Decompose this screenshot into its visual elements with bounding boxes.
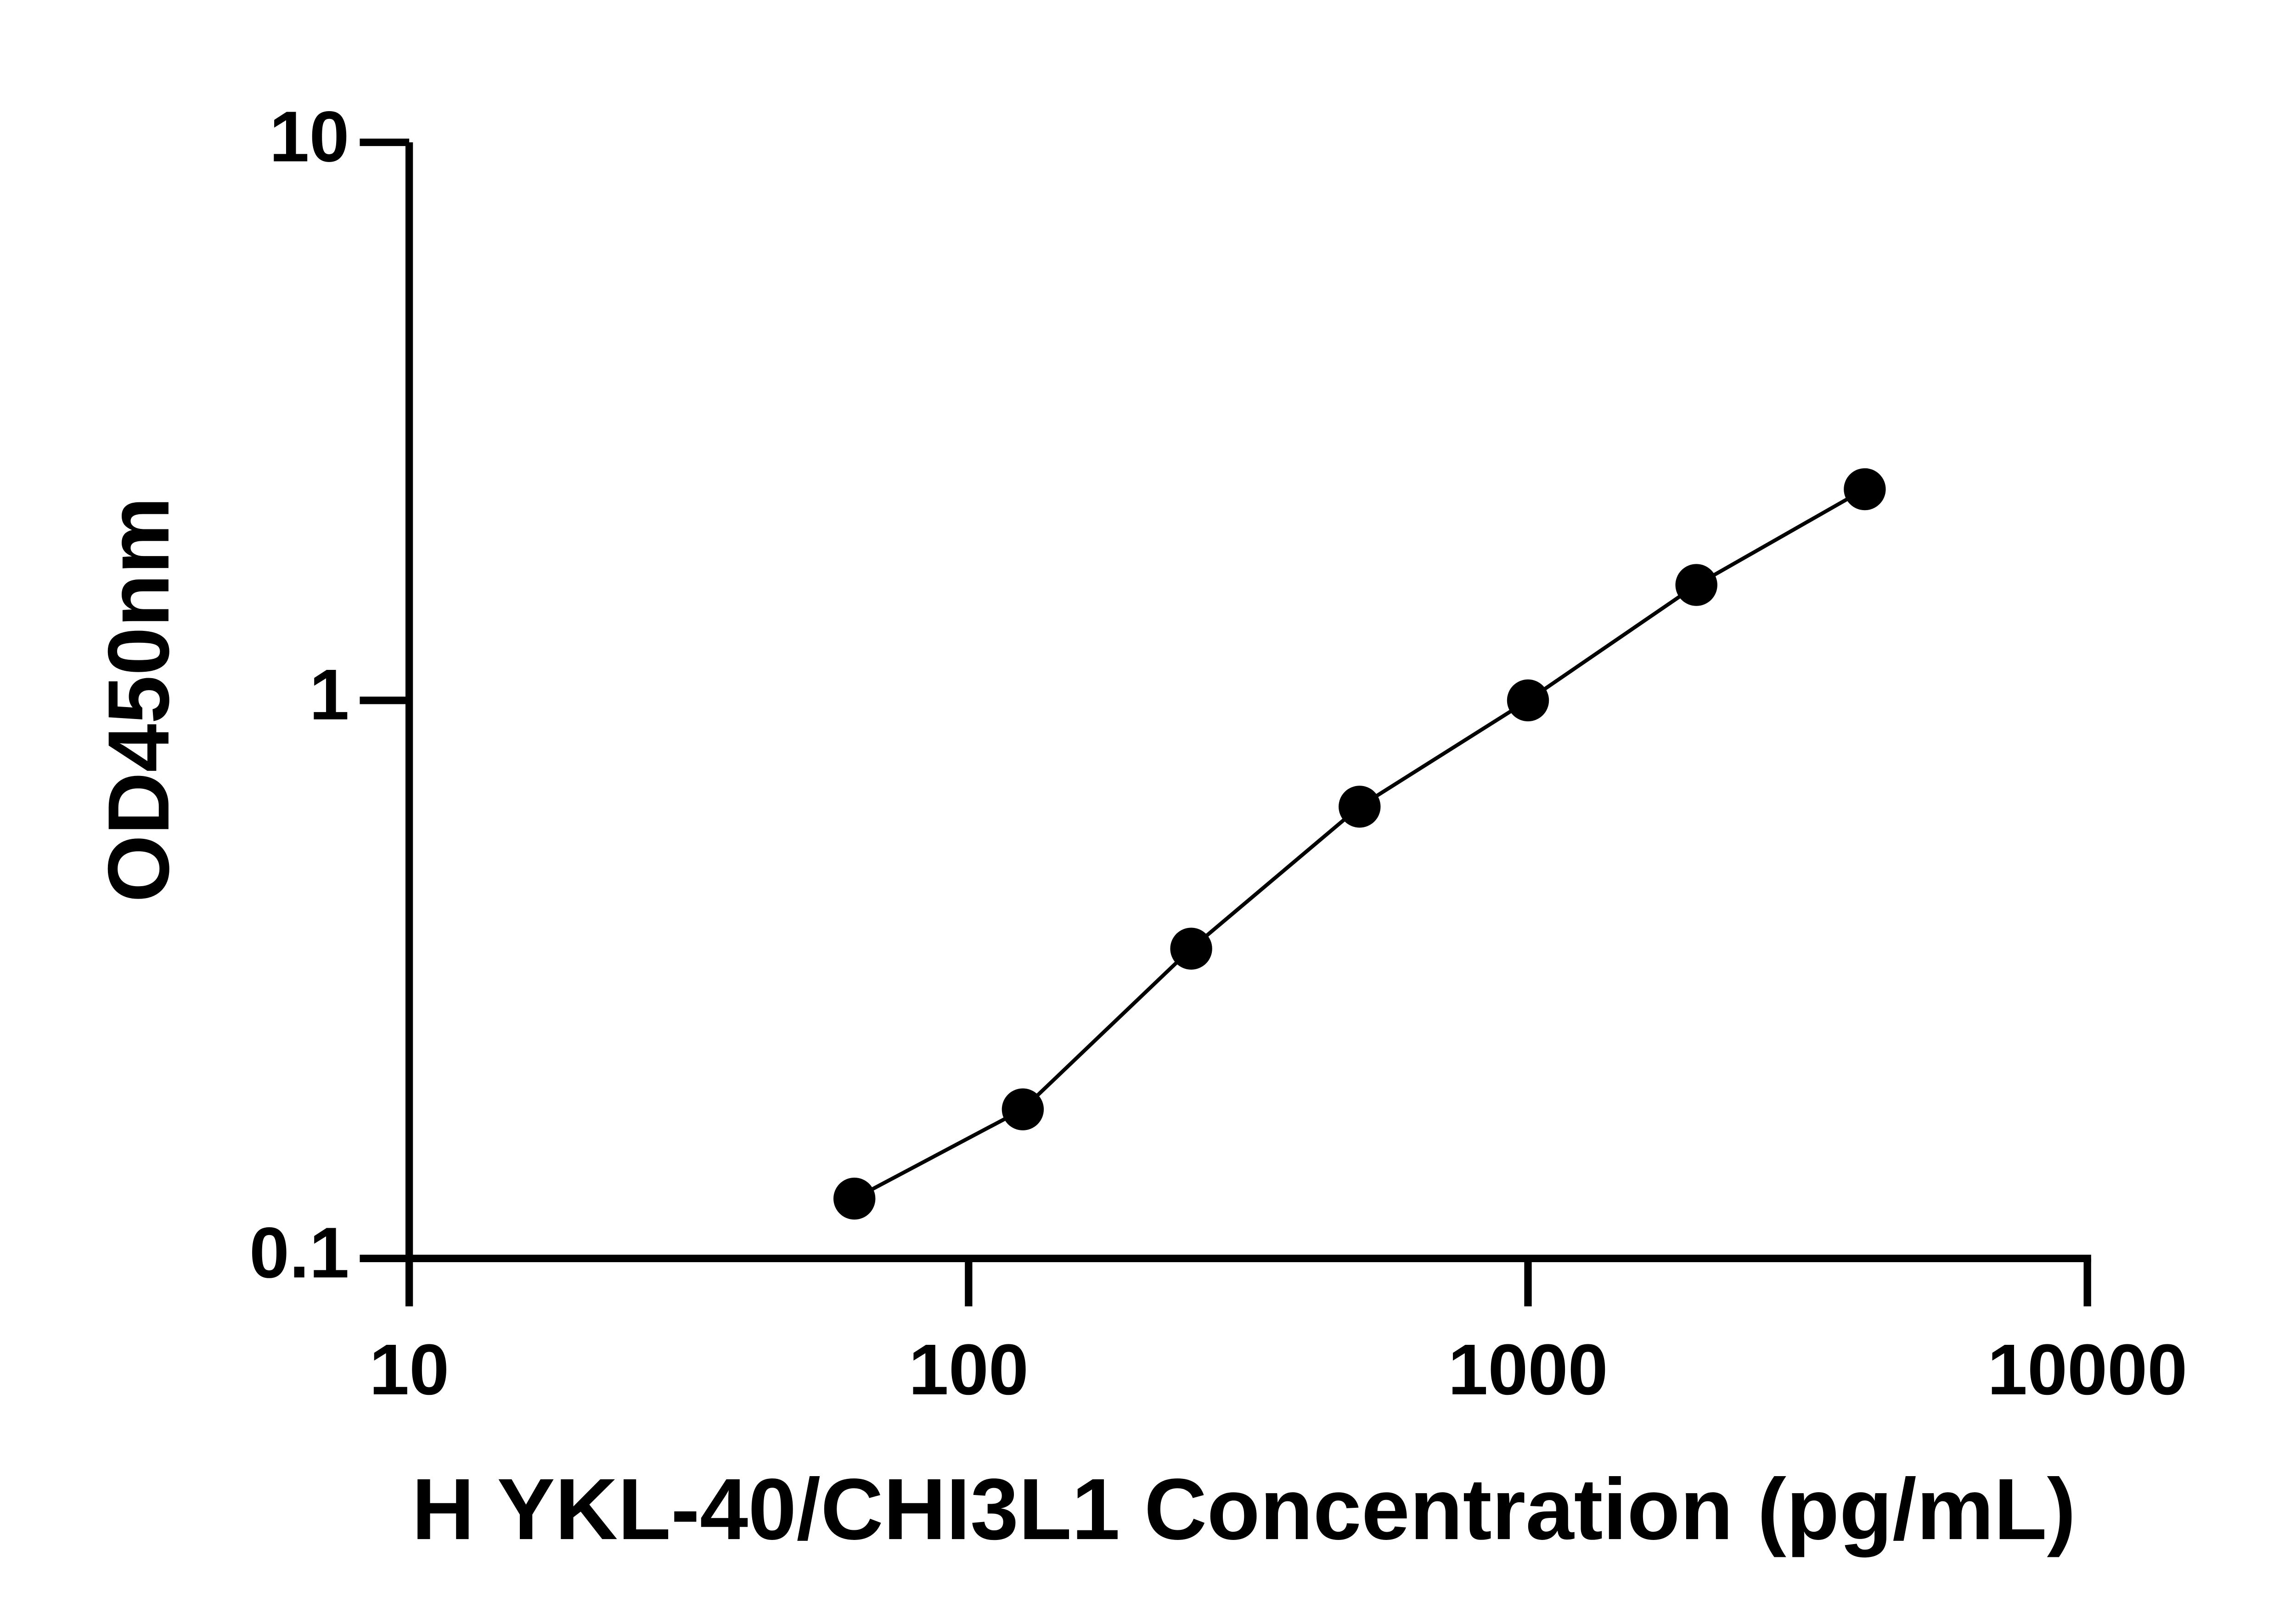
x-tick-label: 100 [909, 1330, 1029, 1410]
x-tick-label: 1000 [1448, 1330, 1608, 1410]
data-point [1339, 786, 1381, 828]
data-point [1002, 1088, 1044, 1130]
data-point [1675, 564, 1717, 606]
data-point [833, 1177, 876, 1220]
y-axis-label: OD450nm [90, 497, 187, 903]
x-tick-label: 10000 [1987, 1330, 2188, 1410]
y-tick-label: 1 [310, 655, 349, 735]
data-point [1844, 468, 1886, 511]
data-point [1170, 927, 1212, 970]
x-tick-label: 10 [369, 1330, 449, 1410]
data-point [1507, 679, 1549, 722]
y-tick-label: 0.1 [249, 1213, 349, 1293]
y-tick-label: 10 [269, 96, 349, 177]
x-axis-label: H YKL-40/CHI3L1 Concentration (pg/mL) [412, 1461, 2076, 1558]
